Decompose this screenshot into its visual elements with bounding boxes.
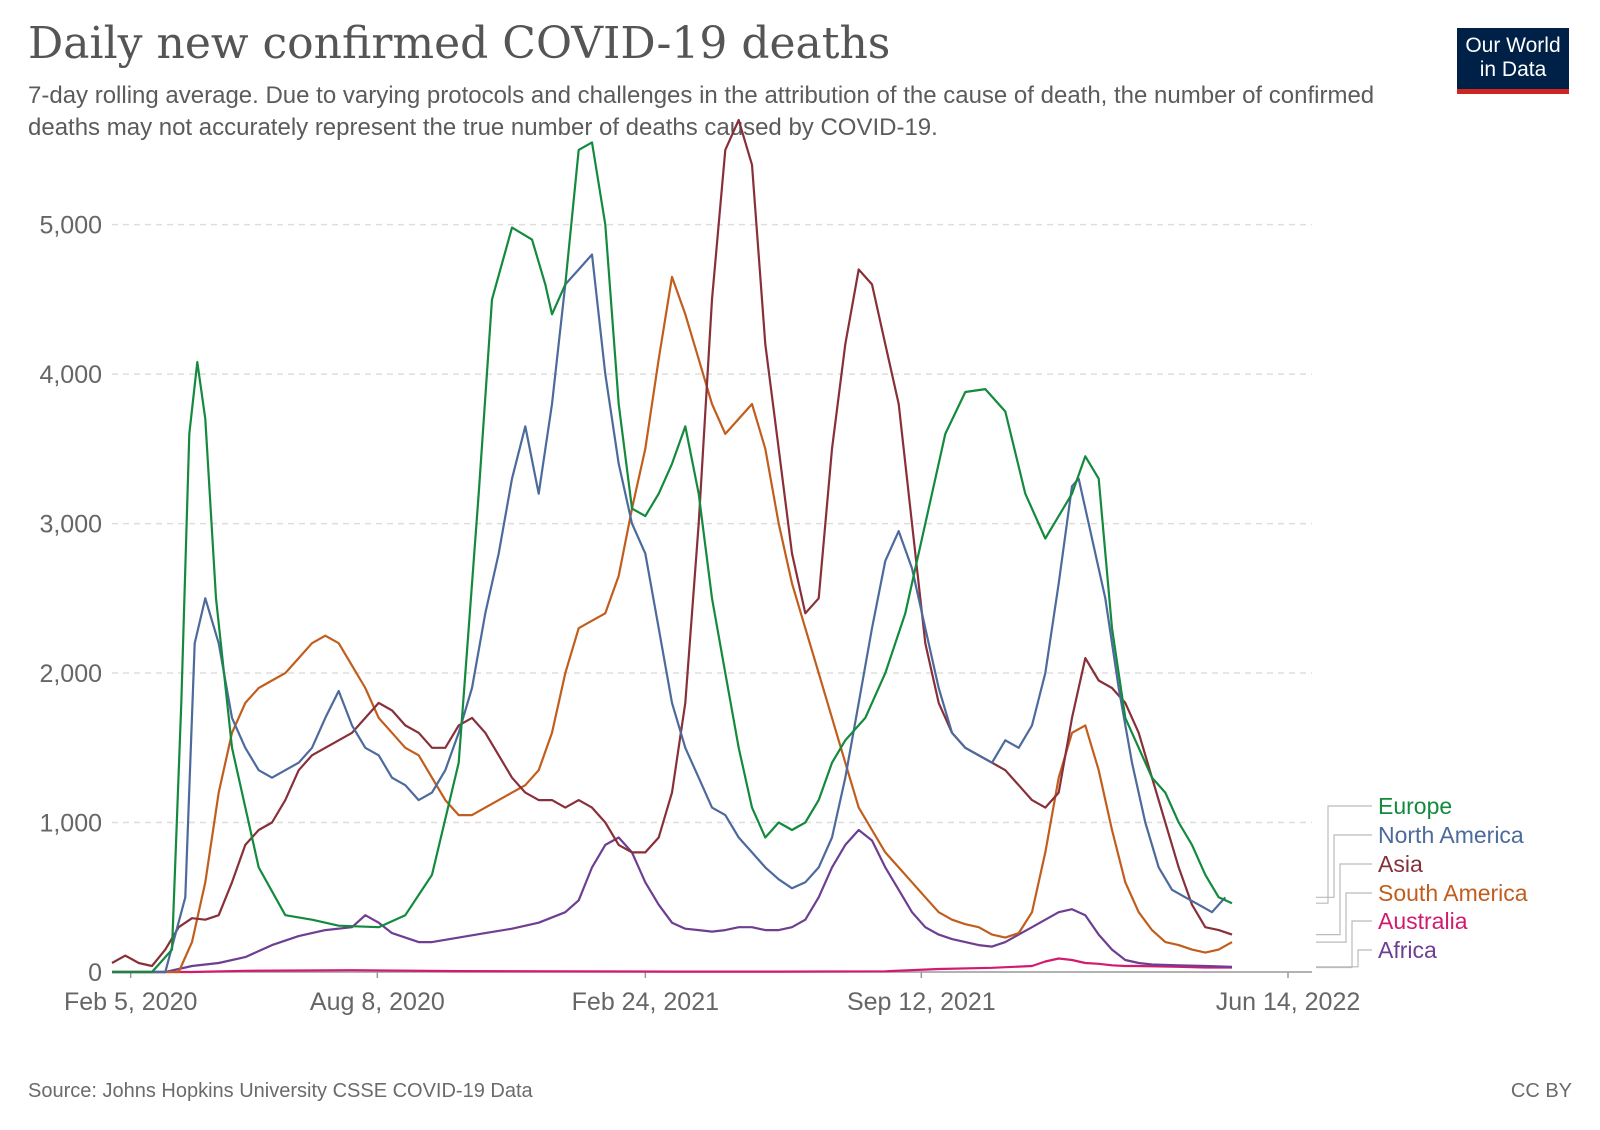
legend-connector <box>1316 834 1372 898</box>
y-tick-label: 1,000 <box>39 810 102 838</box>
series-line-europe <box>112 141 1233 974</box>
x-tick-label: Feb 5, 2020 <box>64 988 197 1016</box>
y-tick-label: 2,000 <box>39 660 102 688</box>
x-tick-label: Aug 8, 2020 <box>310 988 445 1016</box>
legend-label-asia: Asia <box>1378 851 1423 877</box>
y-tick-label: 4,000 <box>39 361 102 389</box>
series-line-south-america <box>112 275 1233 974</box>
source-note[interactable]: Source: Johns Hopkins University CSSE CO… <box>28 1080 533 1102</box>
license-label[interactable]: CC BY <box>1510 1080 1572 1102</box>
logo-line-1: Our World <box>1465 34 1561 57</box>
legend-connector <box>1316 892 1372 943</box>
owid-logo[interactable]: Our World in Data <box>1457 28 1569 94</box>
legend-label-africa: Africa <box>1378 937 1437 963</box>
series-line-africa <box>112 828 1233 974</box>
legend-connector <box>1316 949 1372 968</box>
legend-label-south-america: South America <box>1378 880 1528 906</box>
logo-line-2: in Data <box>1479 58 1547 81</box>
x-tick-label: Sep 12, 2021 <box>847 988 996 1016</box>
series-line-australia <box>112 957 1232 974</box>
legend-connector <box>1316 805 1372 904</box>
legend-label-australia: Australia <box>1378 908 1468 934</box>
series-line-north-america <box>112 253 1227 974</box>
chart-subtitle: 7-day rolling average. Due to varying pr… <box>28 82 1375 141</box>
legend-connector <box>1316 920 1372 969</box>
chart-title: Daily new confirmed COVID-19 deaths <box>28 18 891 69</box>
legend-connector <box>1316 863 1372 936</box>
series-line-asia <box>111 118 1233 968</box>
legend-label-europe: Europe <box>1378 793 1452 819</box>
y-tick-label: 0 <box>88 959 102 987</box>
y-tick-label: 3,000 <box>39 511 102 539</box>
x-tick-label: Feb 24, 2021 <box>572 988 719 1016</box>
x-tick-label: Jun 14, 2022 <box>1216 988 1361 1016</box>
legend-label-north-america: North America <box>1378 822 1524 848</box>
y-tick-label: 5,000 <box>39 212 102 240</box>
